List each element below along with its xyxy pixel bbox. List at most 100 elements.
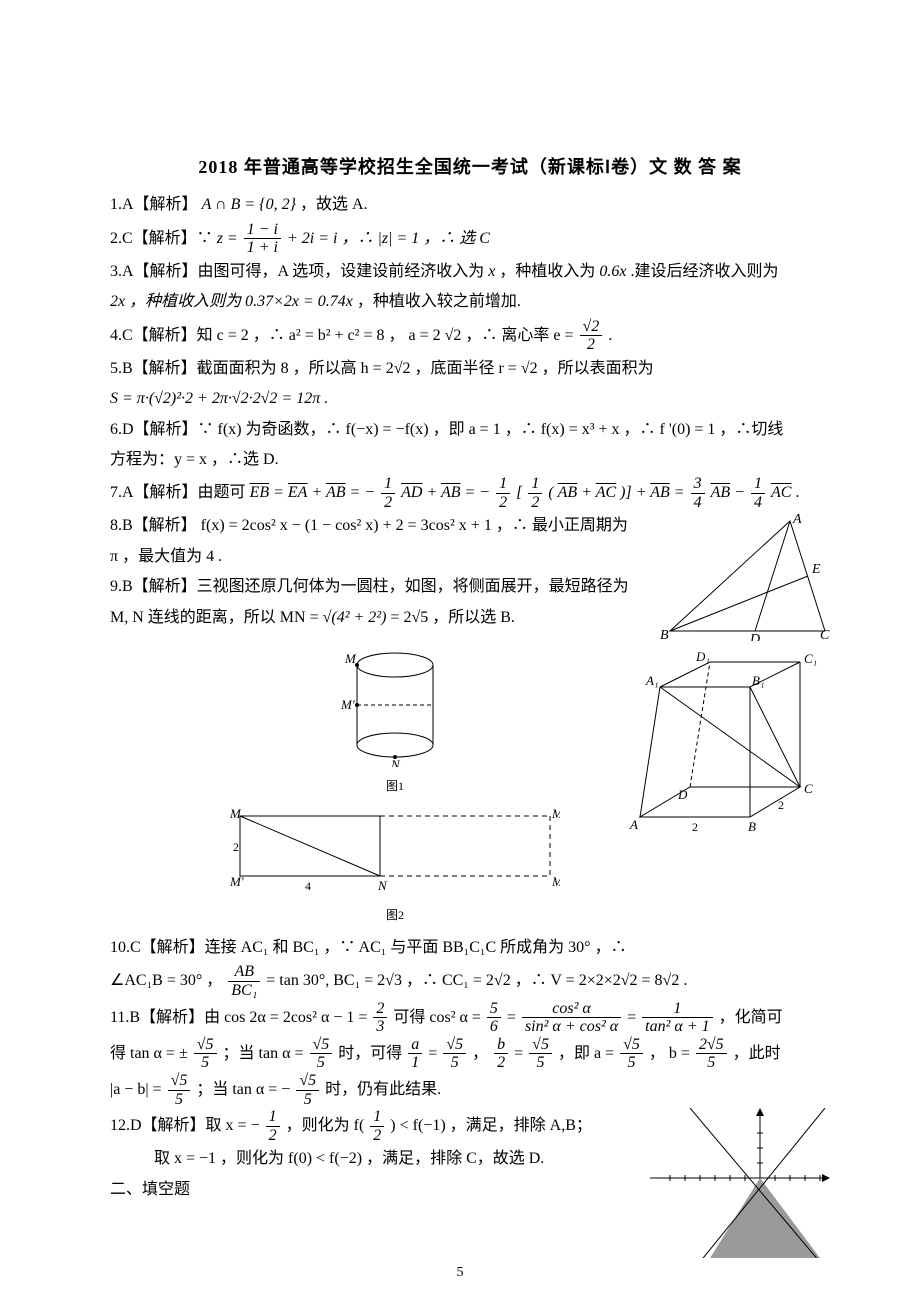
q3-l2-expr: 0.37×2x = 0.74x (245, 293, 353, 310)
q11-b2: b2 (494, 1036, 508, 1072)
fig2-caption: 图2 (386, 904, 404, 927)
q11-l2-m2: 时，可得 (338, 1045, 406, 1062)
unf-Mp: M' (230, 874, 244, 889)
q3-l1-x: x (488, 263, 495, 280)
q11-l1-m2: = (507, 1008, 520, 1025)
q2-z: z = (217, 229, 238, 246)
cub-C1: C₁ (804, 651, 817, 666)
q3-l2-post: ，种植收入较之前增加. (357, 293, 521, 310)
cyl-N: N (390, 757, 401, 767)
q11-s5f: √55 (168, 1072, 191, 1108)
cub-C: C (804, 781, 813, 796)
q7-m6: − (734, 484, 749, 501)
q11-s5e: √55 (620, 1036, 643, 1072)
unf-M2: M (551, 806, 560, 821)
q11-l1-m3: = (627, 1008, 640, 1025)
cub-D: D (677, 787, 688, 802)
q11-l3-pre: |a − b| = (110, 1081, 166, 1098)
q7-pl2: + (581, 484, 596, 501)
triangle-figure: A B C D E (660, 511, 830, 641)
q7-m3: = − (465, 484, 491, 501)
q11-a1: a1 (408, 1036, 422, 1072)
q12-l1-mid: ，则化为 f( (286, 1117, 365, 1134)
q9-l2-sqrt: √(4² + 2²) (323, 609, 387, 626)
q11-s5g: √55 (296, 1072, 319, 1108)
q10-l2: ∠AC₁B = 30° ， AB BC₁ = tan 30°, BC₁ = 2√… (110, 963, 830, 999)
q11-l2-m5: ， b = (649, 1045, 694, 1062)
cyl-M: M (344, 651, 357, 666)
cyl-Mp: M' (340, 697, 355, 712)
unf-Mp2: M' (551, 874, 560, 889)
tri-A: A (792, 512, 802, 527)
q7-lb: [ (516, 484, 522, 501)
q5-l1: 5.B【解析】截面面积为 8 ，所以高 h = 2√2 ，底面半径 r = √2… (110, 354, 830, 384)
cylinder-figure: M M' N (325, 647, 465, 767)
unf-M: M (230, 806, 242, 821)
q4-efrac: √2 2 (580, 318, 603, 354)
q7-plus: + (311, 484, 326, 501)
q4-e-den: 2 (580, 336, 603, 354)
q11-f2: 56 (487, 1000, 501, 1036)
unf-N: N (377, 878, 388, 893)
q4-post: . (608, 326, 612, 343)
q4-pre: 4.C【解析】知 c = 2 ，∴ a² = b² + c² = 8 ， a =… (110, 326, 441, 343)
q7-ad: AD (401, 484, 422, 501)
q2-frac-den: 1 + i (244, 239, 281, 257)
q11-l3: |a − b| = √55 ；当 tan α = − √55 时，仍有此结果. (110, 1072, 830, 1108)
q7-f5: 14 (751, 475, 765, 511)
figure-row: M M' N 图1 M M' N M M' 2 4 图2 (140, 647, 830, 927)
q1-pre: 1.A【解析】 (110, 196, 198, 213)
tri-B: B (660, 628, 669, 641)
fig1-col: M M' N 图1 M M' N M M' 2 4 图2 (230, 647, 560, 927)
q11-l2-m1: ；当 tan α = (223, 1045, 308, 1062)
q11-l2-m4: ，即 a = (558, 1045, 618, 1062)
q12-l1-post: ) < f(−1) ，满足，排除 A,B； (390, 1117, 592, 1134)
page: 2018 年普通高等学校招生全国统一考试（新课标Ⅰ卷）文 数 答 案 1.A【解… (0, 0, 920, 1298)
q7-f1: 12 (381, 475, 395, 511)
q11-s5a: √55 (194, 1036, 217, 1072)
q7-ea: EA (288, 484, 308, 501)
q5-l2: S = π·(√2)²·2 + 2π·√2·2√2 = 12π . (110, 384, 830, 414)
q11-l2-m3: ， (472, 1045, 488, 1062)
q9-l2-pre: M, N 连线的距离，所以 MN = (110, 609, 323, 626)
tri-C: C (820, 628, 830, 641)
q3-l1-pre: 3.A【解析】由图可得，A 选项，设建设前经济收入为 (110, 263, 488, 280)
q7-f3: 12 (528, 475, 542, 511)
q7-m4: + (636, 484, 651, 501)
q7-f4: 34 (691, 475, 705, 511)
q1: 1.A【解析】 A ∩ B = {0, 2} ，故选 A. (110, 190, 830, 220)
tri-D: D (749, 632, 760, 641)
q7-m1: = − (350, 484, 376, 501)
q6-l2: 方程为：y = x ，∴选 D. (110, 445, 830, 475)
q7-ab5: AB (711, 484, 731, 501)
q11-eqf2: = (514, 1045, 527, 1062)
q11-l2-pre: 得 tan α = ± (110, 1045, 188, 1062)
q6-l1: 6.D【解析】∵ f(x) 为奇函数，∴ f(−x) = −f(x) ，即 a … (110, 415, 830, 445)
q2-pre: 2.C【解析】∵ (110, 229, 217, 246)
q11-f3: cos² αsin² α + cos² α (522, 1000, 621, 1036)
q11-s5c: √55 (443, 1036, 466, 1072)
cub-A1: A₁ (645, 673, 658, 688)
cub-A: A (629, 817, 638, 832)
unf-2: 2 (233, 840, 239, 854)
cub-2b: 2 (778, 798, 784, 812)
q11-l3-post: 时，仍有此结果. (325, 1081, 441, 1098)
cub-B: B (748, 819, 756, 834)
q12-h1: 12 (266, 1108, 280, 1144)
q10-l2-pre: ∠AC₁B = 30° ， (110, 972, 222, 989)
q3-l1-post: .建设后经济收入则为 (630, 263, 778, 280)
q1-post: ，故选 A. (300, 196, 368, 213)
q4-mid: ，∴ 离心率 e = (465, 326, 573, 343)
q3-l2: 2x ，种植收入则为 0.37×2x = 0.74x ，种植收入较之前增加. (110, 287, 830, 317)
q11-l1: 11.B【解析】由 cos 2α = 2cos² α − 1 = 23 可得 c… (110, 1000, 830, 1036)
q7-dot: . (795, 484, 799, 501)
q7-m5: = (674, 484, 689, 501)
cub-2a: 2 (692, 820, 698, 834)
q7-rp: )] (620, 484, 632, 501)
q3-l1: 3.A【解析】由图可得，A 选项，设建设前经济收入为 x ，种植收入为 0.6x… (110, 257, 830, 287)
q11-s5b: √55 (310, 1036, 333, 1072)
q2-frac-num: 1 − i (244, 221, 281, 240)
q12-l1-pre: 12.D【解析】取 x = − (110, 1117, 260, 1134)
q10-l1: 10.C【解析】连接 AC₁ 和 BC₁ ，∵ AC₁ 与平面 BB₁C₁C 所… (110, 933, 830, 963)
q1-expr: A ∩ B = {0, 2} (202, 196, 296, 213)
